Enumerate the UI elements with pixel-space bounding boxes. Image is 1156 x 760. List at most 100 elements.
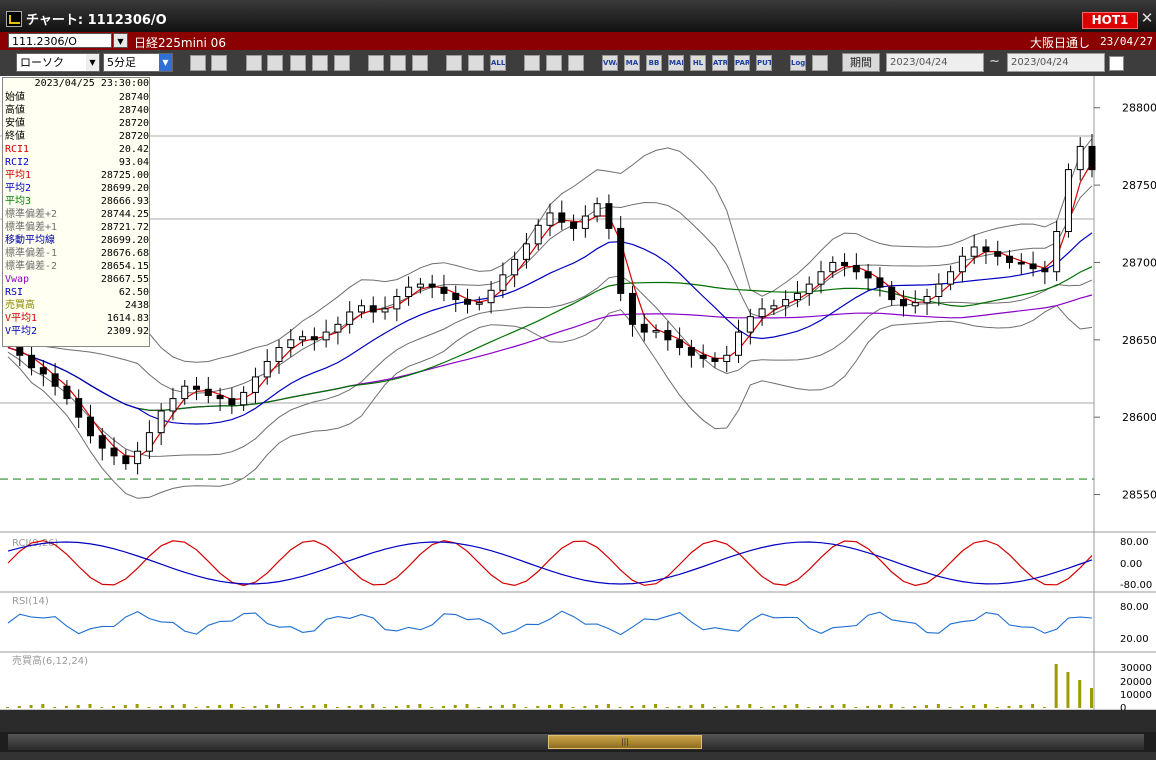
price-axis-label: 28650	[1122, 334, 1156, 347]
volume-bar	[489, 706, 493, 708]
volume-bar	[500, 705, 504, 708]
palette-icon[interactable]	[568, 55, 584, 71]
crosshair-icon[interactable]	[211, 55, 227, 71]
volume-axis-label: 10000	[1120, 690, 1152, 701]
candle-body	[251, 376, 259, 393]
all-button[interactable]: ALL	[490, 55, 506, 71]
compare-icon[interactable]	[312, 55, 328, 71]
candle-down-icon[interactable]	[468, 55, 484, 71]
volume-bar	[807, 707, 811, 708]
cursor-icon[interactable]	[390, 55, 406, 71]
candle-body	[110, 447, 118, 457]
price-chart[interactable]: 28800 28750 28700 28650 28600 28550 RCI(9,26)…	[0, 76, 1156, 710]
candle-body	[334, 323, 342, 333]
candle-body	[322, 331, 330, 341]
volume-bar	[665, 707, 669, 708]
fit-icon[interactable]	[246, 55, 262, 71]
volume-bar	[960, 706, 964, 708]
para-button[interactable]: PARA	[734, 55, 750, 71]
ma-slow-line	[7, 266, 1093, 411]
volume-bar	[877, 705, 881, 708]
candle-body	[216, 395, 224, 400]
vwap-icon[interactable]: VWAP	[602, 55, 618, 71]
session-date: 23/04/27	[1100, 35, 1153, 48]
data-row-label: 売買高	[5, 300, 35, 311]
candle-body	[1029, 263, 1037, 270]
candle-body	[958, 255, 966, 273]
range-checkbox[interactable]	[1109, 56, 1124, 71]
symbol-dropdown-icon[interactable]: ▼	[113, 33, 128, 48]
zoom-icon[interactable]	[190, 55, 206, 71]
volume-bar	[559, 704, 563, 708]
volume-bar	[383, 707, 387, 708]
candle-up-icon[interactable]	[446, 55, 462, 71]
data-row-label: RCI2	[5, 157, 30, 168]
undo-icon[interactable]	[412, 55, 428, 71]
bb-button[interactable]: BB	[646, 55, 662, 71]
volume-bar	[6, 707, 9, 708]
chart-app-icon	[6, 11, 22, 27]
chevron-down-icon[interactable]: ▼	[86, 54, 99, 71]
volume-bar	[430, 707, 434, 708]
data-row: 移動平均線 28699.20	[5, 234, 149, 247]
zoom-range-icon[interactable]	[267, 55, 283, 71]
candle-body	[817, 271, 825, 285]
volume-bar	[324, 704, 328, 708]
symbol-input[interactable]: 111.2306/O	[8, 33, 112, 48]
draw-line-icon[interactable]	[368, 55, 384, 71]
ma-button[interactable]: MA	[624, 55, 640, 71]
volume-bar	[583, 706, 587, 708]
volume-bar	[159, 706, 163, 708]
data-row: 標準偏差+2 28744.25	[5, 208, 149, 221]
mae-button[interactable]: MAE	[668, 55, 684, 71]
scrollbar-thumb[interactable]: |||	[548, 735, 702, 749]
start-date-input[interactable]: 2023/04/24	[886, 53, 984, 72]
lock-icon[interactable]	[334, 55, 350, 71]
print-icon[interactable]	[812, 55, 828, 71]
volume-bar	[1042, 707, 1046, 708]
candle-body	[299, 336, 307, 341]
window-title: チャート: 1112306/O	[26, 13, 167, 28]
hl-button[interactable]: HL	[690, 55, 706, 71]
data-row: 終値 28720	[5, 130, 149, 143]
rsi-line	[7, 610, 1093, 636]
log-button[interactable]: Log	[790, 55, 806, 71]
data-row: 平均2 28699.20	[5, 182, 149, 195]
candle-body	[687, 347, 695, 356]
candle-body	[852, 265, 860, 273]
hot-button[interactable]: HOT1	[1082, 12, 1138, 29]
bar-chart-icon[interactable]	[290, 55, 306, 71]
candle-body	[746, 316, 754, 333]
volume-axis-label: 30000	[1120, 663, 1152, 674]
atr-button[interactable]: ATR	[712, 55, 728, 71]
data-row-label: 高値	[5, 105, 25, 116]
volume-bar	[288, 707, 292, 708]
candle-body	[228, 398, 236, 406]
put-button[interactable]: PUT	[756, 55, 772, 71]
date-range-separator: ~	[989, 54, 1000, 69]
data-row-label: 終値	[5, 131, 25, 142]
candle-body	[581, 215, 589, 229]
volume-bar	[654, 704, 658, 708]
candle-body	[605, 203, 613, 229]
chevron-down-icon[interactable]: ▼	[159, 54, 172, 71]
end-date-input[interactable]: 2023/04/24	[1007, 53, 1105, 72]
pen-icon[interactable]	[546, 55, 562, 71]
period-button[interactable]: 期間	[842, 53, 880, 72]
data-datetime: 2023/04/25 23:30:00	[34, 78, 149, 89]
volume-bar	[477, 707, 481, 708]
close-icon[interactable]: ✕	[1140, 9, 1154, 27]
data-row: Vwap 28667.55	[5, 273, 149, 286]
volume-bar	[524, 707, 528, 708]
candle-body	[346, 311, 354, 325]
volume-bar	[736, 705, 740, 708]
candle-body	[923, 295, 931, 304]
data-row: RCI2 93.04	[5, 156, 149, 169]
symbol-name: 日経225mini 06	[134, 36, 226, 50]
chart-type-select[interactable]: ローソク	[16, 53, 100, 72]
interval-select[interactable]: 5分足	[103, 53, 173, 72]
settings-icon[interactable]	[524, 55, 540, 71]
volume-bar	[1078, 680, 1082, 708]
data-row-value: 20.42	[118, 144, 149, 155]
candle-body	[1041, 268, 1049, 273]
